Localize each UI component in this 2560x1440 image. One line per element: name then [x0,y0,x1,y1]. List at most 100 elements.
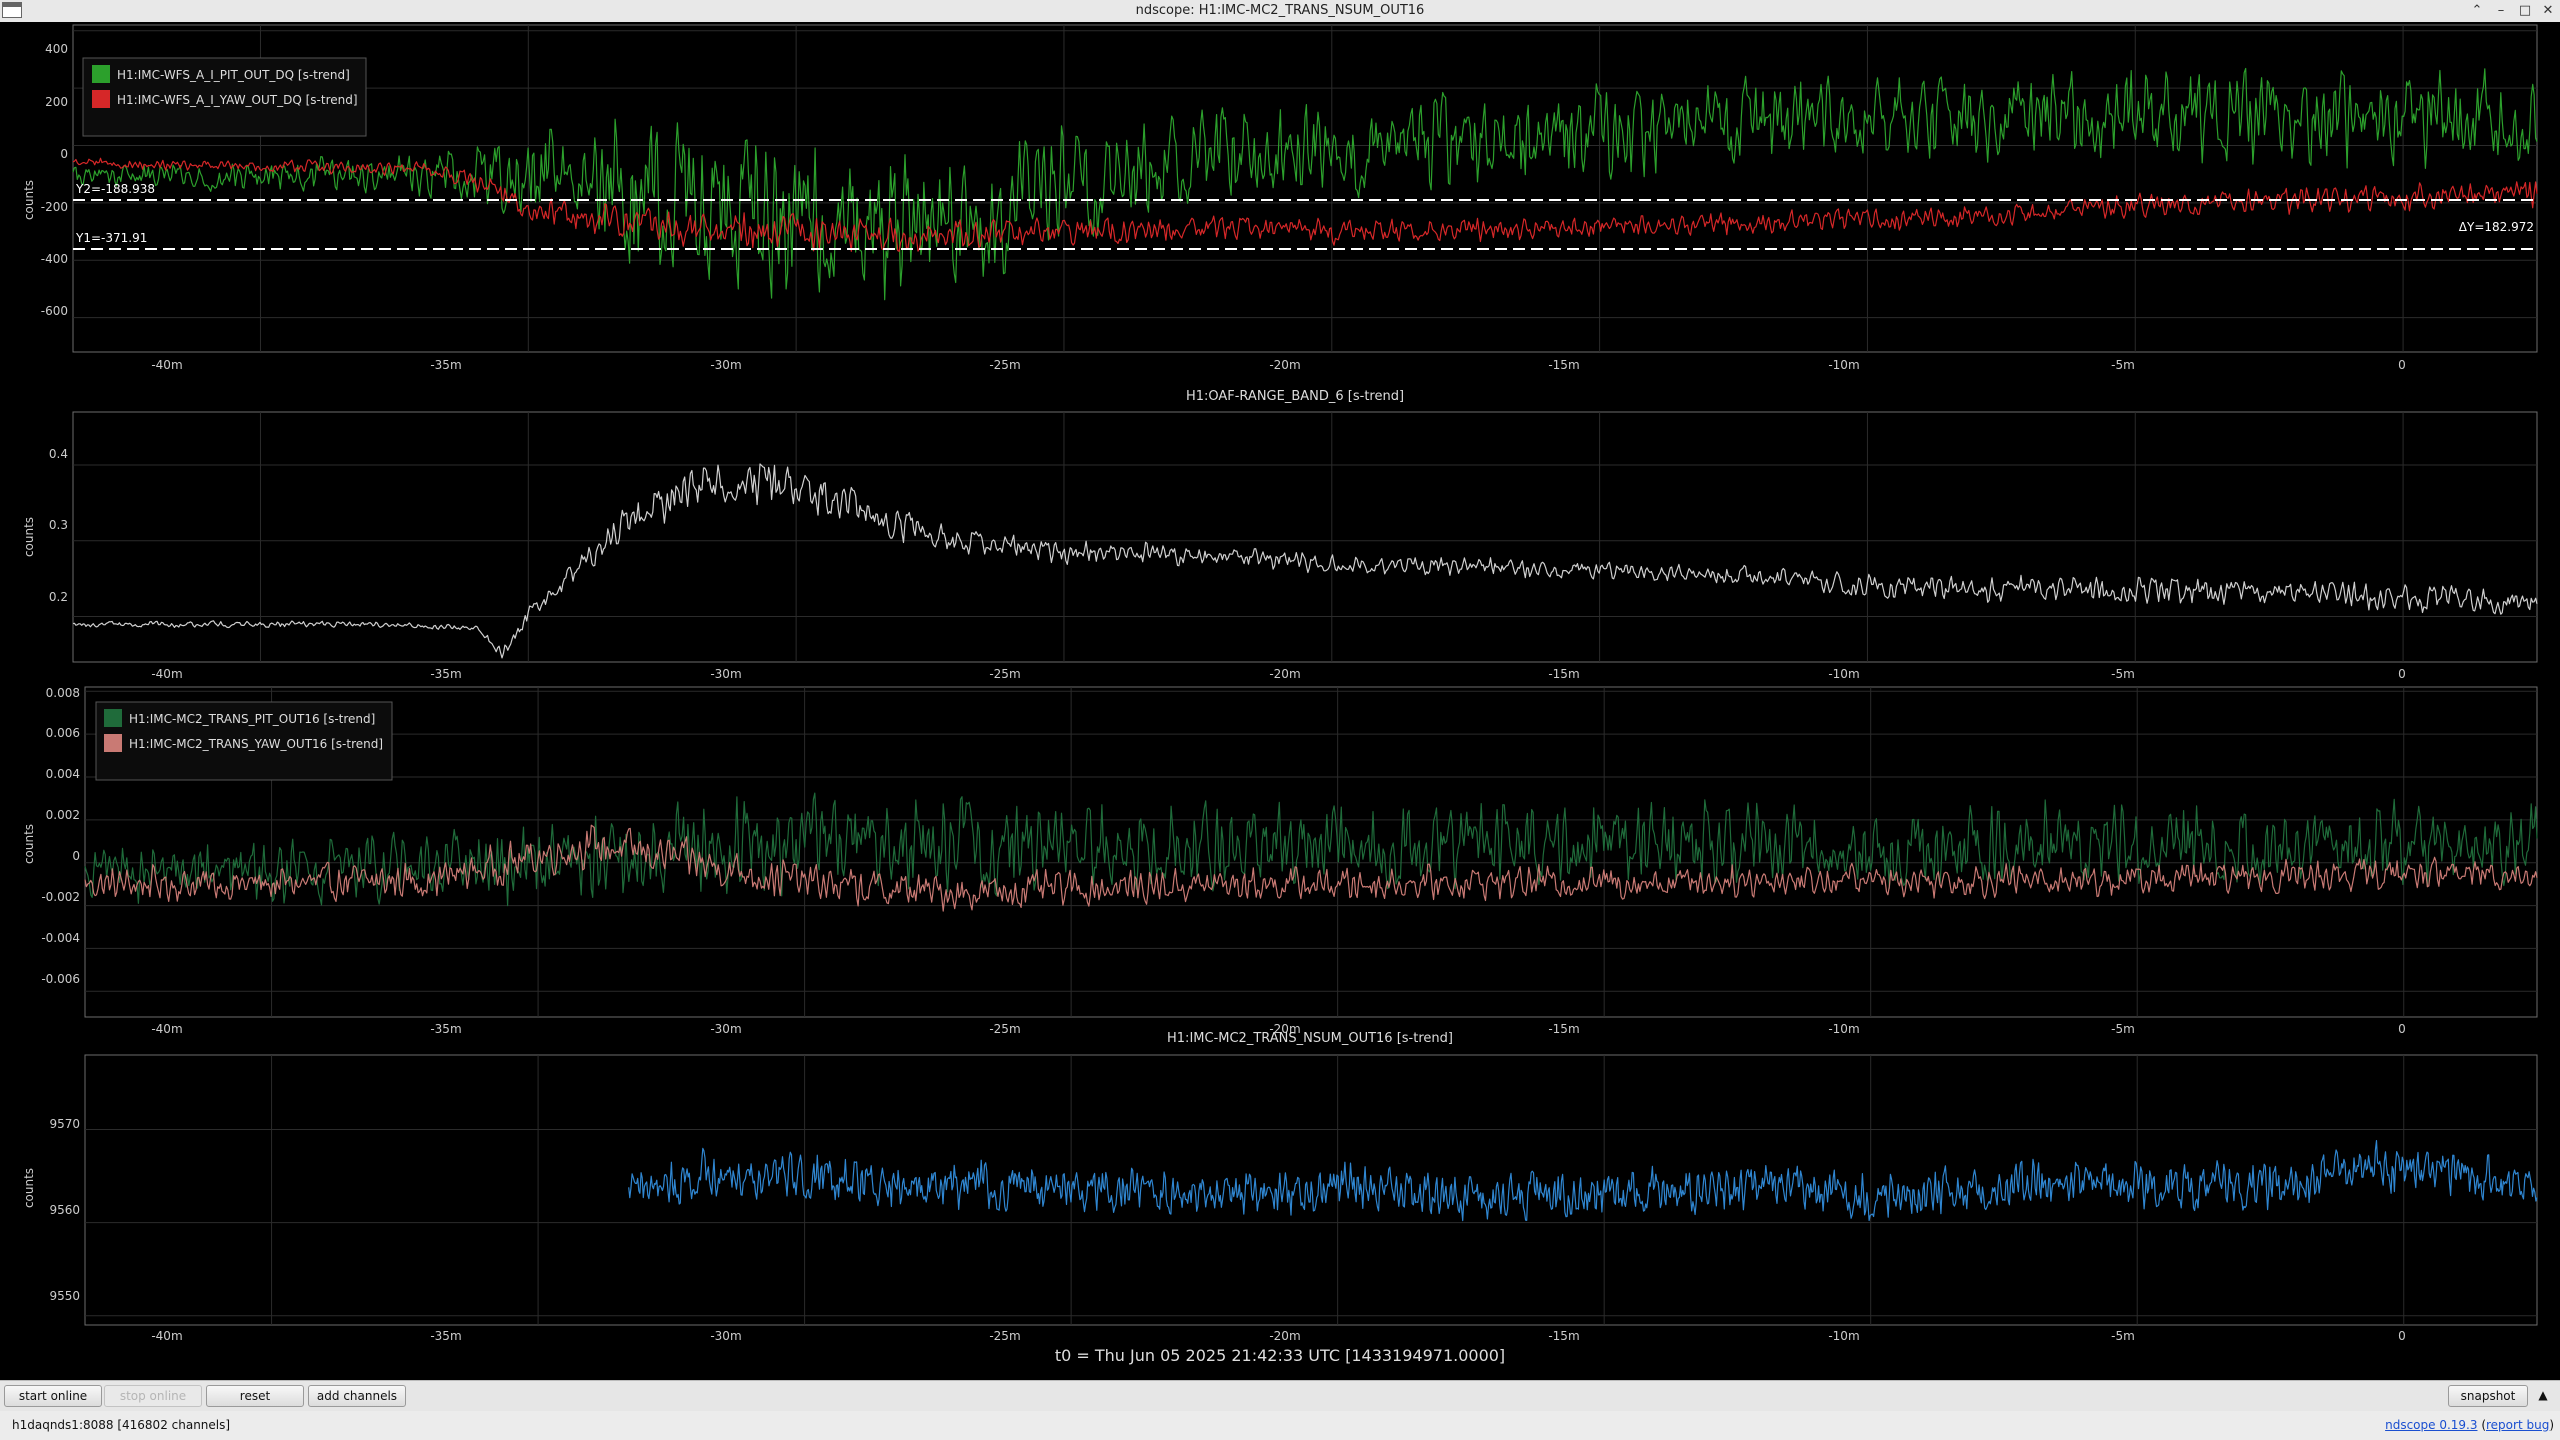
plot-2[interactable]: H1:OAF-RANGE_BAND_6 [s-trend] 0.4 0.3 0.… [22,389,2538,681]
xtick-label: -20m [1269,667,1300,681]
t0-label: t0 = Thu Jun 05 2025 21:42:33 UTC [14331… [1054,1346,1506,1365]
xtick-label: -5m [2111,667,2135,681]
xtick-label: -25m [989,1022,1020,1036]
xtick-label: -40m [151,1022,182,1036]
ytick-label: 0.4 [49,447,68,461]
xtick-label: -10m [1828,1329,1859,1343]
close-icon[interactable]: ✕ [2542,3,2554,18]
plot-2-xticks: -40m -35m -30m -25m -20m -15m -10m -5m 0 [151,667,2405,681]
start-online-button[interactable]: start online [4,1385,102,1407]
plot-1-grid [73,25,2537,352]
plot-4-yticks: 9570 9560 9550 [49,1117,80,1303]
ytick-label: 0 [72,849,80,863]
plot-1-xticks: -40m -35m -30m -25m -20m -15m -10m -5m 0 [151,358,2405,372]
cursor-y2-label: Y2=-188.938 [75,182,155,196]
reset-button[interactable]: reset [206,1385,304,1407]
plot-3-series-yaw [84,824,2538,912]
status-bar: h1daqnds1:8088 [416802 channels] ndscope… [0,1411,2560,1440]
xtick-label: -5m [2111,358,2135,372]
window-titlebar: ndscope: H1:IMC-MC2_TRANS_NSUM_OUT16 ⌃ –… [0,0,2560,23]
ytick-label: 0 [60,147,68,161]
nds-server-status: h1daqnds1:8088 [416802 channels] [12,1418,231,1432]
ytick-label: 400 [45,42,68,56]
plot-1[interactable]: Y2=-188.938 Y1=-371.91 ΔY=182.972 400 20… [22,24,2538,372]
ytick-label: 0.2 [49,590,68,604]
plot-2-title: H1:OAF-RANGE_BAND_6 [s-trend] [1186,389,1404,404]
xtick-label: 0 [2398,358,2406,372]
ytick-label: 0.3 [49,518,68,532]
xtick-label: -30m [710,1329,741,1343]
ytick-label: 200 [45,95,68,109]
plot-4-xticks: -40m -35m -30m -25m -20m -15m -10m -5m 0 [151,1329,2405,1343]
legend-swatch-yaw [92,90,110,108]
plot-area[interactable]: Y2=-188.938 Y1=-371.91 ΔY=182.972 400 20… [0,22,2560,1380]
cursor-delta-label: ΔY=182.972 [2459,220,2534,234]
legend-swatch-trans-pit [104,709,122,727]
plot-3-yticks: 0.008 0.006 0.004 0.002 0 -0.002 -0.004 … [41,686,80,986]
series-trace [84,824,2538,912]
xtick-label: -35m [430,358,461,372]
ytick-label: 9570 [49,1117,80,1131]
xtick-label: -15m [1548,1022,1579,1036]
plot-1-yticks: 400 200 0 -200 -400 -600 [41,42,68,318]
add-channels-button[interactable]: add channels [308,1385,406,1407]
bottom-toolbar: start online stop online reset add chann… [0,1380,2560,1411]
report-bug-link[interactable]: report bug [2486,1418,2550,1432]
plot-1-series-yaw [72,157,2538,252]
plot-4-series [628,1140,2538,1222]
legend-label-yaw: H1:IMC-WFS_A_I_YAW_OUT_DQ [s-trend] [117,93,358,107]
plot-4[interactable]: H1:IMC-MC2_TRANS_NSUM_OUT16 [s-trend] 95… [22,1031,2538,1343]
legend-label-pit: H1:IMC-WFS_A_I_PIT_OUT_DQ [s-trend] [117,68,350,82]
plot-2-grid [73,412,2537,662]
plot-2-ylabel: counts [22,517,36,557]
xtick-label: -20m [1269,1022,1300,1036]
series-trace [72,157,2538,252]
snapshot-button[interactable]: snapshot [2448,1385,2528,1407]
collapse-arrow-icon[interactable]: ▲ [2538,1388,2548,1402]
minimize-icon[interactable]: – [2497,3,2505,18]
ytick-label: -600 [41,304,68,318]
plot-2-series [72,463,2538,659]
maximize-icon[interactable]: □ [2518,3,2532,18]
plot-1-series-pit [72,67,2538,301]
xtick-label: 0 [2398,1022,2406,1036]
plot-3-ylabel: counts [22,824,36,864]
app-icon [2,2,22,18]
ytick-label: 9550 [49,1289,80,1303]
xtick-label: 0 [2398,667,2406,681]
xtick-label: -30m [710,667,741,681]
legend-box [82,57,367,137]
stop-online-button[interactable]: stop online [104,1385,202,1407]
xtick-label: -25m [989,667,1020,681]
version-link[interactable]: ndscope 0.19.3 [2385,1418,2478,1432]
ytick-label: -0.004 [41,931,80,945]
xtick-label: -30m [710,358,741,372]
plot-3-legend[interactable]: H1:IMC-MC2_TRANS_PIT_OUT16 [s-trend] H1:… [95,701,393,781]
xtick-label: -10m [1828,1022,1859,1036]
plot-4-title: H1:IMC-MC2_TRANS_NSUM_OUT16 [s-trend] [1167,1031,1453,1046]
ytick-label: -0.006 [41,972,80,986]
ytick-label: 0.006 [46,726,80,740]
xtick-label: -25m [989,1329,1020,1343]
xtick-label: -15m [1548,358,1579,372]
ytick-label: -400 [41,252,68,266]
chevron-up-icon[interactable]: ⌃ [2471,3,2483,18]
xtick-label: -40m [151,1329,182,1343]
series-trace [72,67,2538,301]
xtick-label: -15m [1548,667,1579,681]
legend-label-trans-yaw: H1:IMC-MC2_TRANS_YAW_OUT16 [s-trend] [129,737,383,751]
ytick-label: -200 [41,200,68,214]
xtick-label: -10m [1828,358,1859,372]
xtick-label: 0 [2398,1329,2406,1343]
plot-1-legend[interactable]: H1:IMC-WFS_A_I_PIT_OUT_DQ [s-trend] H1:I… [82,57,367,137]
plot-3-xticks: -40m -35m -30m -25m -20m -15m -10m -5m 0 [151,1022,2405,1036]
version-info: ndscope 0.19.3 (report bug) [2385,1418,2554,1432]
legend-swatch-trans-yaw [104,734,122,752]
ytick-label: -0.002 [41,890,80,904]
plot-1-ylabel: counts [22,180,36,220]
ytick-label: 0.008 [46,686,80,700]
plot-3[interactable]: 0.008 0.006 0.004 0.002 0 -0.002 -0.004 … [22,686,2538,1036]
legend-swatch-pit [92,65,110,83]
ytick-label: 0.004 [46,767,80,781]
ytick-label: 0.002 [46,808,80,822]
